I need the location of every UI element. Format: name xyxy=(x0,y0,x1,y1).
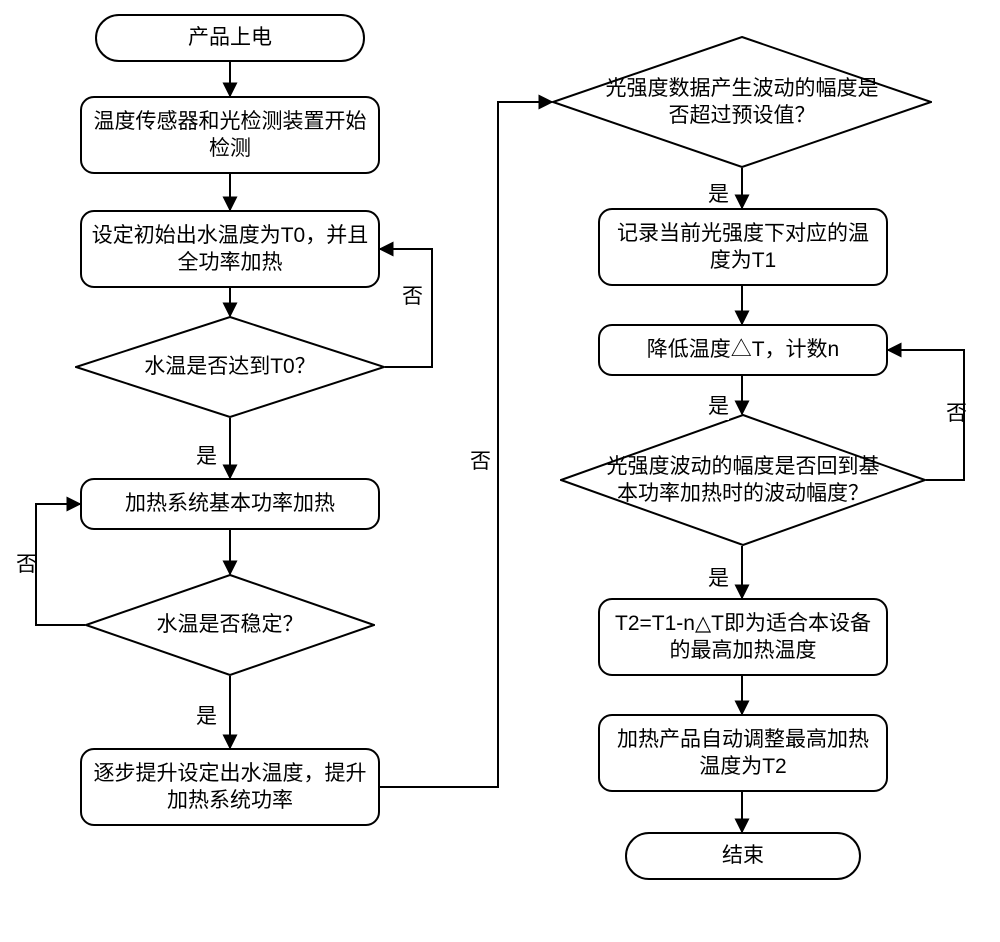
node-label: 产品上电 xyxy=(188,24,272,51)
edge-label-yes: 是 xyxy=(196,700,217,730)
node-label: 水温是否达到T0？ xyxy=(144,353,316,380)
node-increase-temp: 逐步提升设定出水温度，提升加热系统功率 xyxy=(80,748,380,826)
node-end: 结束 xyxy=(625,832,861,880)
edge-label-no: 否 xyxy=(402,280,423,310)
edge-label-no: 否 xyxy=(470,445,491,475)
edge-label-no: 否 xyxy=(16,548,37,578)
node-label: T2=T1-n△T即为适合本设备的最高加热温度 xyxy=(608,610,878,665)
node-label: 水温是否稳定？ xyxy=(157,611,304,638)
node-label: 光强度数据产生波动的幅度是否超过预设值？ xyxy=(600,75,884,130)
node-label: 结束 xyxy=(722,842,764,869)
node-label: 设定初始出水温度为T0，并且全功率加热 xyxy=(90,222,370,277)
edge-label-yes: 是 xyxy=(708,562,729,592)
edge-label-yes: 是 xyxy=(708,178,729,208)
node-label: 降低温度△T，计数n xyxy=(647,336,840,363)
node-label: 加热系统基本功率加热 xyxy=(125,490,335,517)
node-label: 光强度波动的幅度是否回到基本功率加热时的波动幅度？ xyxy=(604,453,882,508)
node-base-power: 加热系统基本功率加热 xyxy=(80,478,380,530)
node-label: 逐步提升设定出水温度，提升加热系统功率 xyxy=(90,760,370,815)
node-lower-dt: 降低温度△T，计数n xyxy=(598,324,888,376)
edge-label-no: 否 xyxy=(946,397,967,427)
node-compute-t2: T2=T1-n△T即为适合本设备的最高加热温度 xyxy=(598,598,888,676)
edge-label-yes: 是 xyxy=(708,390,729,420)
node-label: 加热产品自动调整最高加热温度为T2 xyxy=(608,726,878,781)
decision-light-fluctuation: 光强度数据产生波动的幅度是否超过预设值？ xyxy=(552,36,932,168)
node-label: 记录当前光强度下对应的温度为T1 xyxy=(608,220,878,275)
node-power-on: 产品上电 xyxy=(95,14,365,62)
node-record-t1: 记录当前光强度下对应的温度为T1 xyxy=(598,208,888,286)
decision-reach-t0: 水温是否达到T0？ xyxy=(75,316,385,418)
node-set-t0: 设定初始出水温度为T0，并且全功率加热 xyxy=(80,210,380,288)
decision-fluctuation-back: 光强度波动的幅度是否回到基本功率加热时的波动幅度？ xyxy=(560,414,926,546)
node-adjust-max-t2: 加热产品自动调整最高加热温度为T2 xyxy=(598,714,888,792)
decision-temp-stable: 水温是否稳定？ xyxy=(85,574,375,676)
node-start-detection: 温度传感器和光检测装置开始检测 xyxy=(80,96,380,174)
node-label: 温度传感器和光检测装置开始检测 xyxy=(90,108,370,163)
edge-label-yes: 是 xyxy=(196,440,217,470)
